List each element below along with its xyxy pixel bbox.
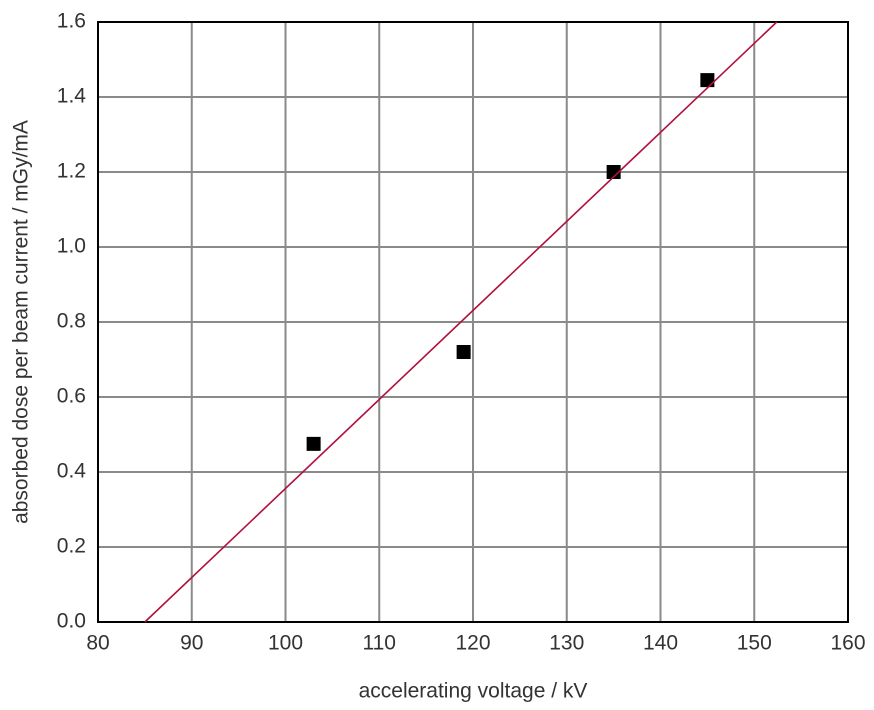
x-tick-label: 110 <box>363 632 396 655</box>
y-tick-label: 0.6 <box>57 385 86 408</box>
x-tick-label: 120 <box>455 632 490 655</box>
x-axis-label: accelerating voltage / kV <box>359 680 588 703</box>
x-tick-label: 150 <box>737 632 772 655</box>
y-tick-label: 0.2 <box>57 535 86 558</box>
y-axis-label: absorbed dose per beam current / mGy/mA <box>10 120 33 524</box>
y-tick-label: 1.2 <box>57 160 86 183</box>
data-point <box>606 165 621 179</box>
y-tick-label: 0.0 <box>57 610 86 633</box>
plot-frame <box>97 21 849 623</box>
y-tick-label: 0.8 <box>57 310 86 333</box>
fit-line <box>144 21 778 623</box>
data-point <box>700 73 715 88</box>
x-tick-label: 130 <box>549 632 584 655</box>
x-tick-label: 100 <box>268 632 303 655</box>
y-tick-label: 1.0 <box>57 235 86 258</box>
x-tick-label: 160 <box>830 632 865 655</box>
y-tick-label: 1.4 <box>57 85 87 108</box>
x-tick-label: 80 <box>86 632 109 655</box>
x-tick-label: 140 <box>643 632 678 655</box>
x-tick-label: 90 <box>180 632 203 655</box>
y-tick-label: 1.6 <box>57 10 86 33</box>
data-point <box>306 436 321 451</box>
data-point <box>456 345 471 359</box>
y-tick-label: 0.4 <box>57 460 87 483</box>
